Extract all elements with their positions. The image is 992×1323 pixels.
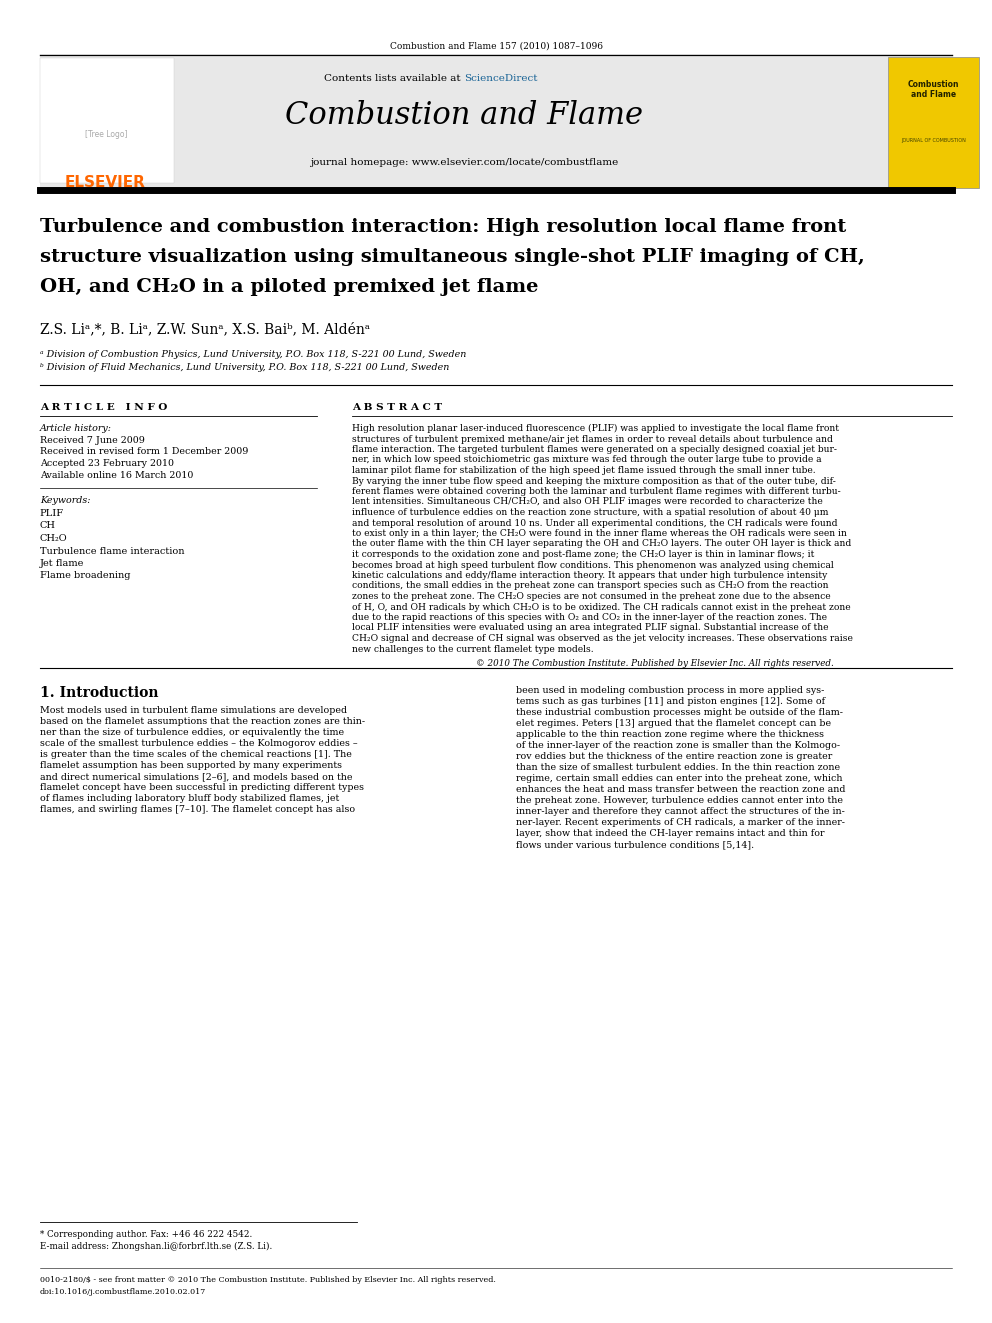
Text: conditions, the small eddies in the preheat zone can transport species such as C: conditions, the small eddies in the preh… bbox=[352, 582, 828, 590]
Text: ELSEVIER: ELSEVIER bbox=[64, 175, 146, 191]
Text: enhances the heat and mass transfer between the reaction zone and: enhances the heat and mass transfer betw… bbox=[516, 785, 845, 794]
Text: the preheat zone. However, turbulence eddies cannot enter into the: the preheat zone. However, turbulence ed… bbox=[516, 796, 843, 804]
Text: elet regimes. Peters [13] argued that the flamelet concept can be: elet regimes. Peters [13] argued that th… bbox=[516, 718, 831, 728]
Text: Received in revised form 1 December 2009: Received in revised form 1 December 2009 bbox=[40, 447, 248, 456]
Text: 1. Introduction: 1. Introduction bbox=[40, 687, 158, 700]
Text: ᵇ Division of Fluid Mechanics, Lund University, P.O. Box 118, S-221 00 Lund, Swe: ᵇ Division of Fluid Mechanics, Lund Univ… bbox=[40, 363, 449, 372]
Text: Most models used in turbulent flame simulations are developed: Most models used in turbulent flame simu… bbox=[40, 706, 347, 714]
Text: it corresponds to the oxidation zone and post-flame zone; the CH₂O layer is thin: it corresponds to the oxidation zone and… bbox=[352, 550, 814, 560]
Text: is greater than the time scales of the chemical reactions [1]. The: is greater than the time scales of the c… bbox=[40, 750, 351, 759]
Text: of flames including laboratory bluff body stabilized flames, jet: of flames including laboratory bluff bod… bbox=[40, 794, 339, 803]
Bar bbox=[888, 57, 979, 188]
Text: [Tree Logo]: [Tree Logo] bbox=[85, 130, 127, 139]
Text: flames, and swirling flames [7–10]. The flamelet concept has also: flames, and swirling flames [7–10]. The … bbox=[40, 804, 355, 814]
Text: new challenges to the current flamelet type models.: new challenges to the current flamelet t… bbox=[352, 644, 594, 654]
Text: ferent flames were obtained covering both the laminar and turbulent flame regime: ferent flames were obtained covering bot… bbox=[352, 487, 841, 496]
Text: ner-layer. Recent experiments of CH radicals, a marker of the inner-: ner-layer. Recent experiments of CH radi… bbox=[516, 818, 845, 827]
Text: Jet flame: Jet flame bbox=[40, 560, 84, 568]
Text: local PLIF intensities were evaluated using an area integrated PLIF signal. Subs: local PLIF intensities were evaluated us… bbox=[352, 623, 828, 632]
Text: Article history:: Article history: bbox=[40, 423, 112, 433]
Text: Contents lists available at: Contents lists available at bbox=[324, 74, 464, 83]
Text: E-mail address: Zhongshan.li@forbrf.lth.se (Z.S. Li).: E-mail address: Zhongshan.li@forbrf.lth.… bbox=[40, 1242, 272, 1252]
Text: than the size of smallest turbulent eddies. In the thin reaction zone: than the size of smallest turbulent eddi… bbox=[516, 763, 840, 773]
Text: © 2010 The Combustion Institute. Published by Elsevier Inc. All rights reserved.: © 2010 The Combustion Institute. Publish… bbox=[476, 659, 833, 668]
Text: scale of the smallest turbulence eddies – the Kolmogorov eddies –: scale of the smallest turbulence eddies … bbox=[40, 740, 357, 747]
Text: * Corresponding author. Fax: +46 46 222 4542.: * Corresponding author. Fax: +46 46 222 … bbox=[40, 1230, 252, 1240]
Text: flamelet assumption has been supported by many experiments: flamelet assumption has been supported b… bbox=[40, 761, 341, 770]
Text: to exist only in a thin layer; the CH₂O were found in the inner flame whereas th: to exist only in a thin layer; the CH₂O … bbox=[352, 529, 847, 538]
Text: laminar pilot flame for stabilization of the high speed jet flame issued through: laminar pilot flame for stabilization of… bbox=[352, 466, 815, 475]
Text: due to the rapid reactions of this species with O₂ and CO₂ in the inner-layer of: due to the rapid reactions of this speci… bbox=[352, 613, 827, 622]
Text: doi:10.1016/j.combustflame.2010.02.017: doi:10.1016/j.combustflame.2010.02.017 bbox=[40, 1289, 206, 1297]
Text: Turbulence flame interaction: Turbulence flame interaction bbox=[40, 546, 185, 556]
Bar bbox=[40, 57, 888, 188]
Text: becomes broad at high speed turbulent flow conditions. This phenomenon was analy: becomes broad at high speed turbulent fl… bbox=[352, 561, 834, 569]
Text: rov eddies but the thickness of the entire reaction zone is greater: rov eddies but the thickness of the enti… bbox=[516, 751, 832, 761]
Text: and temporal resolution of around 10 ns. Under all experimental conditions, the : and temporal resolution of around 10 ns.… bbox=[352, 519, 837, 528]
Text: these industrial combustion processes might be outside of the flam-: these industrial combustion processes mi… bbox=[516, 708, 843, 717]
Text: structures of turbulent premixed methane/air jet flames in order to reveal detai: structures of turbulent premixed methane… bbox=[352, 434, 833, 443]
Text: layer, show that indeed the CH-layer remains intact and thin for: layer, show that indeed the CH-layer rem… bbox=[516, 830, 824, 837]
Text: lent intensities. Simultaneous CH/CH₂O, and also OH PLIF images were recorded to: lent intensities. Simultaneous CH/CH₂O, … bbox=[352, 497, 823, 507]
Text: A R T I C L E   I N F O: A R T I C L E I N F O bbox=[40, 404, 167, 411]
Text: Received 7 June 2009: Received 7 June 2009 bbox=[40, 437, 145, 445]
Text: kinetic calculations and eddy/flame interaction theory. It appears that under hi: kinetic calculations and eddy/flame inte… bbox=[352, 572, 827, 579]
Text: been used in modeling combustion process in more applied sys-: been used in modeling combustion process… bbox=[516, 687, 824, 695]
Text: JOURNAL OF COMBUSTION: JOURNAL OF COMBUSTION bbox=[901, 138, 966, 143]
Text: flame interaction. The targeted turbulent flames were generated on a specially d: flame interaction. The targeted turbulen… bbox=[352, 445, 837, 454]
Text: 0010-2180/$ - see front matter © 2010 The Combustion Institute. Published by Els: 0010-2180/$ - see front matter © 2010 Th… bbox=[40, 1275, 496, 1285]
Text: Flame broadening: Flame broadening bbox=[40, 572, 130, 581]
Text: OH, and CH₂O in a piloted premixed jet flame: OH, and CH₂O in a piloted premixed jet f… bbox=[40, 278, 538, 296]
Text: CH: CH bbox=[40, 521, 56, 531]
Text: ner, in which low speed stoichiometric gas mixture was fed through the outer lar: ner, in which low speed stoichiometric g… bbox=[352, 455, 821, 464]
Text: tems such as gas turbines [11] and piston engines [12]. Some of: tems such as gas turbines [11] and pisto… bbox=[516, 697, 825, 706]
Text: ScienceDirect: ScienceDirect bbox=[464, 74, 538, 83]
Text: Combustion and Flame: Combustion and Flame bbox=[286, 101, 643, 131]
Text: CH₂O signal and decrease of CH signal was observed as the jet velocity increases: CH₂O signal and decrease of CH signal wa… bbox=[352, 634, 853, 643]
Text: of the inner-layer of the reaction zone is smaller than the Kolmogo-: of the inner-layer of the reaction zone … bbox=[516, 741, 840, 750]
Text: Z.S. Liᵃ,*, B. Liᵃ, Z.W. Sunᵃ, X.S. Baiᵇ, M. Aldénᵃ: Z.S. Liᵃ,*, B. Liᵃ, Z.W. Sunᵃ, X.S. Baiᵇ… bbox=[40, 321, 370, 336]
Text: inner-layer and therefore they cannot affect the structures of the in-: inner-layer and therefore they cannot af… bbox=[516, 807, 845, 816]
Text: PLIF: PLIF bbox=[40, 509, 63, 519]
Text: flows under various turbulence conditions [5,14].: flows under various turbulence condition… bbox=[516, 840, 754, 849]
Bar bbox=[40, 58, 174, 183]
Text: Keywords:: Keywords: bbox=[40, 496, 90, 505]
Text: High resolution planar laser-induced fluorescence (PLIF) was applied to investig: High resolution planar laser-induced flu… bbox=[352, 423, 839, 433]
Text: CH₂O: CH₂O bbox=[40, 534, 67, 542]
Text: flamelet concept have been successful in predicting different types: flamelet concept have been successful in… bbox=[40, 783, 364, 792]
Text: journal homepage: www.elsevier.com/locate/combustflame: journal homepage: www.elsevier.com/locat… bbox=[310, 157, 618, 167]
Text: Combustion and Flame 157 (2010) 1087–1096: Combustion and Flame 157 (2010) 1087–109… bbox=[390, 42, 602, 52]
Text: and direct numerical simulations [2–6], and models based on the: and direct numerical simulations [2–6], … bbox=[40, 773, 352, 781]
Text: ᵃ Division of Combustion Physics, Lund University, P.O. Box 118, S-221 00 Lund, : ᵃ Division of Combustion Physics, Lund U… bbox=[40, 351, 466, 359]
Text: applicable to the thin reaction zone regime where the thickness: applicable to the thin reaction zone reg… bbox=[516, 730, 823, 740]
Text: based on the flamelet assumptions that the reaction zones are thin-: based on the flamelet assumptions that t… bbox=[40, 717, 365, 726]
Text: the outer flame with the thin CH layer separating the OH and CH₂O layers. The ou: the outer flame with the thin CH layer s… bbox=[352, 540, 851, 549]
Text: Available online 16 March 2010: Available online 16 March 2010 bbox=[40, 471, 193, 479]
Text: zones to the preheat zone. The CH₂O species are not consumed in the preheat zone: zones to the preheat zone. The CH₂O spec… bbox=[352, 591, 830, 601]
Text: Turbulence and combustion interaction: High resolution local flame front: Turbulence and combustion interaction: H… bbox=[40, 218, 846, 235]
Text: By varying the inner tube flow speed and keeping the mixture composition as that: By varying the inner tube flow speed and… bbox=[352, 476, 836, 486]
Text: Combustion
and Flame: Combustion and Flame bbox=[908, 79, 959, 99]
Text: A B S T R A C T: A B S T R A C T bbox=[352, 404, 442, 411]
Text: regime, certain small eddies can enter into the preheat zone, which: regime, certain small eddies can enter i… bbox=[516, 774, 842, 783]
Text: Accepted 23 February 2010: Accepted 23 February 2010 bbox=[40, 459, 174, 468]
Text: structure visualization using simultaneous single-shot PLIF imaging of CH,: structure visualization using simultaneo… bbox=[40, 247, 864, 266]
Text: influence of turbulence eddies on the reaction zone structure, with a spatial re: influence of turbulence eddies on the re… bbox=[352, 508, 828, 517]
Text: of H, O, and OH radicals by which CH₂O is to be oxidized. The CH radicals cannot: of H, O, and OH radicals by which CH₂O i… bbox=[352, 602, 851, 611]
Text: ner than the size of turbulence eddies, or equivalently the time: ner than the size of turbulence eddies, … bbox=[40, 728, 344, 737]
